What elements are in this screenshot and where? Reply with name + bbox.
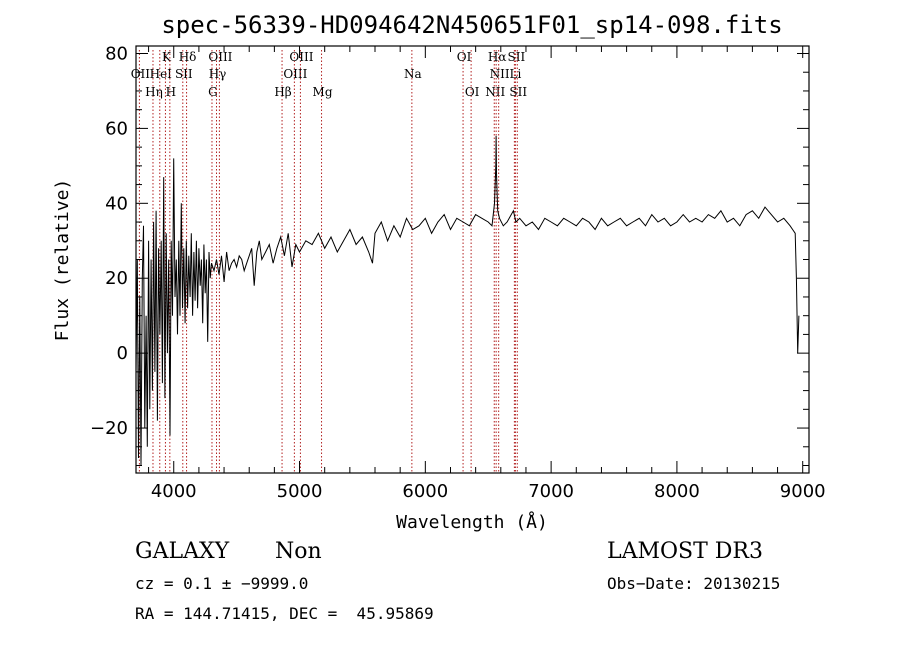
- spectral-line-label-9: OIII: [208, 50, 232, 64]
- spectral-line-markers: OII Hη HeI K H Hδ SII G Hγ OIII Hβ OIII OIII Mg Na OI OI…: [131, 50, 527, 473]
- y-tick-label-3: 40: [105, 193, 128, 214]
- spectral-line-label-5: Hδ: [179, 50, 197, 64]
- x-tick-label-2: 6000: [402, 481, 448, 502]
- survey-label: LAMOST DR3: [607, 539, 763, 564]
- y-tick-label-1: 0: [117, 343, 128, 364]
- spectral-line-label-15: OI: [457, 50, 472, 64]
- spectral-line-label-8: Hγ: [209, 67, 227, 81]
- spectrum-series: [135, 135, 800, 466]
- spectral-line-label-13: Mg: [313, 85, 333, 99]
- x-axis-label: Wavelength (Å): [396, 511, 548, 533]
- spectral-line-label-0: OII: [131, 67, 151, 81]
- plot-frame: [135, 45, 810, 474]
- spectral-line-label-14: Na: [404, 67, 422, 81]
- spectral-line-label-17: NII: [485, 85, 505, 99]
- y-axis-ticks: −20 0 20 40 60 80: [90, 43, 809, 467]
- spectral-line-label-21: SII: [508, 50, 526, 64]
- spectral-line-label-3: K: [162, 50, 172, 64]
- spectral-line-label-11: OIII: [283, 67, 307, 81]
- spectral-line-label-22: SII: [509, 85, 527, 99]
- spectral-line-label-4: H: [166, 85, 176, 99]
- spectrum-line: [135, 135, 800, 466]
- spectral-line-label-1: Hη: [145, 85, 163, 99]
- redshift-text: cz = 0.1 ± −9999.0: [135, 574, 309, 593]
- object-subclass-label: Non: [275, 539, 322, 564]
- spectral-line-label-20: Li: [509, 67, 521, 81]
- x-tick-label-4: 8000: [654, 481, 700, 502]
- x-tick-label-3: 7000: [528, 481, 574, 502]
- spectral-line-label-18: Hα: [488, 50, 507, 64]
- x-axis-ticks: 4000 5000 6000 7000 8000 9000: [148, 46, 826, 502]
- chart-title: spec-56339-HD094642N450651F01_sp14-098.f…: [161, 11, 782, 39]
- spectral-line-label-7: G: [208, 85, 218, 99]
- y-tick-label-5: 80: [105, 43, 128, 64]
- x-tick-label-5: 9000: [780, 481, 826, 502]
- spectral-line-label-6: SII: [175, 67, 193, 81]
- x-tick-label-0: 4000: [151, 481, 197, 502]
- y-tick-label-4: 60: [105, 118, 128, 139]
- spectral-line-label-10: Hβ: [274, 85, 291, 99]
- spectral-line-label-12: OIII: [289, 50, 313, 64]
- obs-date-text: Obs−Date: 20130215: [607, 574, 781, 593]
- spectral-line-label-16: OI: [465, 85, 480, 99]
- spectral-line-label-19: NII: [490, 67, 510, 81]
- coordinates-text: RA = 144.71415, DEC = 45.95869: [135, 604, 434, 623]
- object-class-label: GALAXY: [135, 539, 230, 564]
- y-tick-label-2: 20: [105, 268, 128, 289]
- x-tick-label-1: 5000: [277, 481, 323, 502]
- spectral-line-label-2: HeI: [150, 67, 173, 81]
- y-tick-label-0: −20: [90, 418, 128, 439]
- y-axis-label: Flux (relative): [52, 179, 73, 342]
